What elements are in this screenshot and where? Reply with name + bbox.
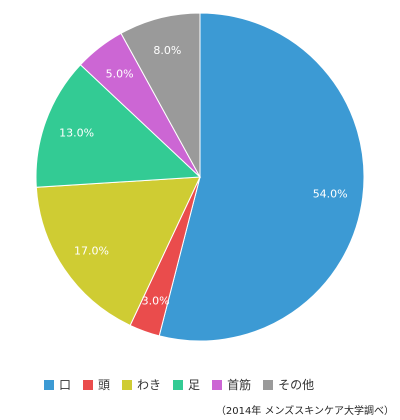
pie-slice-2: [35, 176, 201, 327]
legend-swatch-5: [263, 379, 274, 390]
legend-item-3: 足: [173, 376, 200, 393]
slice-value-label-5: 8.0%: [153, 44, 181, 57]
legend-item-1: 頭: [83, 376, 110, 393]
legend-label-4: 首筋: [227, 378, 252, 392]
pie-slice-0: [158, 12, 365, 342]
legend-item-4: 首筋: [212, 376, 251, 393]
legend-item-2: わき: [122, 376, 161, 393]
pie-slices: [35, 12, 365, 342]
pie-slice-3: [35, 64, 202, 188]
legend-swatch-1: [83, 379, 94, 390]
chart-legend: 口 頭 わき 足 首筋 その他: [44, 376, 326, 393]
legend-swatch-4: [212, 379, 223, 390]
legend-label-1: 頭: [98, 378, 111, 392]
legend-item-0: 口: [44, 376, 71, 393]
source-note: （2014年 メンズスキンケア大学調べ）: [215, 406, 394, 417]
legend-swatch-0: [44, 379, 54, 390]
slice-value-label-3: 13.0%: [59, 127, 94, 140]
legend-swatch-3: [173, 379, 184, 390]
legend-label-0: 口: [59, 378, 72, 392]
legend-item-5: その他: [263, 376, 314, 393]
legend-swatch-2: [122, 379, 133, 390]
pie-chart: 54.0% 3.0% 17.0% 13.0% 5.0% 8.0%: [35, 12, 365, 342]
legend-label-2: わき: [137, 378, 162, 392]
legend-label-5: その他: [278, 378, 315, 392]
slice-value-label-0: 54.0%: [313, 187, 348, 200]
slice-value-label-1: 3.0%: [142, 294, 170, 307]
slice-value-label-4: 5.0%: [106, 67, 134, 80]
pie-labels: 54.0% 3.0% 17.0% 13.0% 5.0% 8.0%: [59, 44, 348, 308]
pie-slice-5: [120, 12, 201, 178]
legend-label-3: 足: [188, 378, 201, 392]
slice-value-label-2: 17.0%: [74, 245, 109, 258]
